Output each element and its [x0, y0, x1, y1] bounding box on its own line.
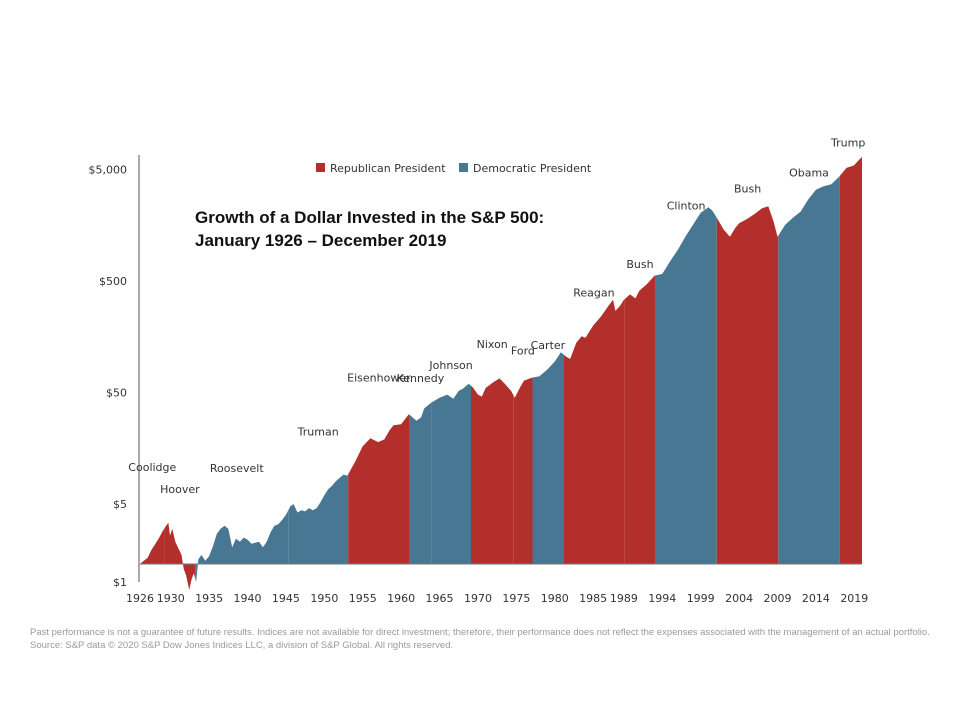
- area-carter-9: [532, 352, 564, 564]
- x-tick-label: 2019: [840, 592, 868, 605]
- president-label-bush: Bush: [734, 183, 761, 196]
- area-kennedy-5: [409, 402, 432, 564]
- x-tick-label: 1985: [579, 592, 607, 605]
- president-label-roosevelt: Roosevelt: [210, 462, 264, 475]
- x-tick-label: 1999: [687, 592, 715, 605]
- x-tick-label: 1955: [349, 592, 377, 605]
- x-tick-label: 1935: [195, 592, 223, 605]
- area-reagan-10: [563, 299, 625, 564]
- x-tick-label: 1975: [502, 592, 530, 605]
- president-label-coolidge: Coolidge: [128, 461, 176, 474]
- x-tick-label: 1965: [426, 592, 454, 605]
- x-tick-label: 1989: [610, 592, 638, 605]
- president-label-reagan: Reagan: [573, 287, 614, 300]
- x-tick-label: 1940: [234, 592, 262, 605]
- y-tick-label: $500: [99, 275, 127, 288]
- president-label-ford: Ford: [511, 345, 535, 358]
- president-label-bush: Bush: [626, 258, 653, 271]
- president-label-eisenhower: Eisenhower: [347, 372, 411, 385]
- x-tick-label: 2004: [725, 592, 753, 605]
- president-label-truman: Truman: [297, 426, 339, 439]
- area-nixon-7: [471, 378, 514, 564]
- x-tick-label: 1980: [541, 592, 569, 605]
- president-label-clinton: Clinton: [667, 200, 706, 213]
- area-segments: [140, 156, 862, 590]
- legend-swatch-democratic: [459, 163, 468, 172]
- x-tick-label: 1945: [272, 592, 300, 605]
- legend-label-republican: Republican President: [330, 162, 446, 175]
- growth-chart: $1$5$50$500$5,000 1926 1930 1935 1940 1945 19…: [89, 137, 869, 606]
- area-coolidge-0: [140, 528, 165, 564]
- president-label-carter: Carter: [531, 339, 566, 352]
- legend-swatch-republican: [316, 163, 325, 172]
- x-tick-label: 1960: [387, 592, 415, 605]
- y-tick-label: $5,000: [89, 164, 128, 177]
- chart-title-line1: Growth of a Dollar Invested in the S&P 5…: [195, 208, 544, 227]
- x-tick-label: 1926: [126, 592, 154, 605]
- president-labels: Coolidge Hoover Roosevelt Truman EisenhowerK…: [128, 137, 865, 497]
- y-tick-labels: $1 $5 $50 $500 $5,000: [89, 164, 128, 589]
- y-tick-label: $1: [113, 576, 127, 589]
- area-bush-11: [624, 275, 656, 564]
- area-bush-13: [716, 206, 779, 564]
- x-tick-label: 1930: [157, 592, 185, 605]
- president-label-kennedy: Kennedy: [397, 372, 445, 385]
- x-tick-label: 1970: [464, 592, 492, 605]
- x-tick-label: 2014: [802, 592, 830, 605]
- area-ford-8: [513, 377, 533, 564]
- area-truman-3: [288, 474, 349, 564]
- area-eisenhower-4: [348, 414, 410, 564]
- president-label-obama: Obama: [789, 167, 829, 180]
- area-johnson-6: [431, 383, 471, 564]
- legend: Republican President Democratic Presiden…: [316, 162, 592, 175]
- area-obama-14: [778, 176, 840, 564]
- disclaimer-footnote: Past performance is not a guarantee of f…: [30, 627, 930, 651]
- legend-label-democratic: Democratic President: [473, 162, 592, 175]
- area-hoover-1: [164, 522, 196, 590]
- president-label-johnson: Johnson: [428, 359, 472, 372]
- chart-title-line2: January 1926 – December 2019: [195, 231, 446, 250]
- x-tick-label: 2009: [764, 592, 792, 605]
- x-tick-labels: 1926 1930 1935 1940 1945 1950 1955 1960 1965 1970…: [126, 592, 868, 605]
- area-clinton-12: [655, 207, 717, 564]
- y-tick-label: $5: [113, 498, 127, 511]
- x-tick-label: 1994: [648, 592, 676, 605]
- president-label-trump: Trump: [830, 137, 865, 150]
- area-trump-15: [839, 156, 862, 564]
- president-label-nixon: Nixon: [477, 338, 508, 351]
- x-tick-label: 1950: [310, 592, 338, 605]
- president-label-hoover: Hoover: [160, 483, 200, 496]
- y-tick-label: $50: [106, 387, 127, 400]
- area-roosevelt-2: [195, 510, 289, 582]
